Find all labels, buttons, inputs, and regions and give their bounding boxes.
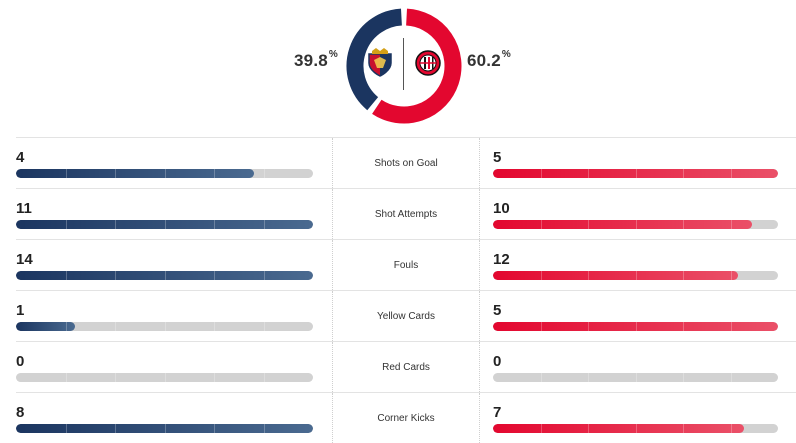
away-stat-fill <box>493 271 739 280</box>
home-stat-bar <box>16 322 313 331</box>
home-stat-value: 0 <box>16 353 25 370</box>
home-stat-value: 14 <box>16 251 33 268</box>
away-stat-value: 12 <box>493 251 510 268</box>
stat-label: Shot Attempts <box>332 189 480 239</box>
away-stat-fill <box>493 424 744 433</box>
away-stat-fill <box>493 169 778 178</box>
home-stat-fill <box>16 322 76 331</box>
away-stat-fill <box>493 322 778 331</box>
home-stat-value: 1 <box>16 302 25 319</box>
home-stat-bar <box>16 271 313 280</box>
home-stat-value: 8 <box>16 404 25 421</box>
away-stat-value: 5 <box>493 149 502 166</box>
stat-label: Fouls <box>332 240 480 290</box>
home-possession-arc <box>346 8 403 111</box>
away-stat-value: 0 <box>493 353 502 370</box>
away-stat-bar <box>493 169 778 178</box>
away-stat-bar <box>493 322 778 331</box>
home-stat-value: 11 <box>16 200 32 217</box>
stat-row: 4 Shots on Goal 5 <box>16 137 796 188</box>
home-stat-bar <box>16 424 313 433</box>
away-possession-value: 60.2% <box>467 49 511 70</box>
stat-row: 0 Red Cards 0 <box>16 341 796 392</box>
away-stat-value: 7 <box>493 404 502 421</box>
home-stat-bar <box>16 220 313 229</box>
stat-row: 14 Fouls 12 <box>16 239 796 290</box>
home-stat-fill <box>16 169 254 178</box>
stat-row: 8 Corner Kicks 7 <box>16 392 796 443</box>
match-stats-table: 4 Shots on Goal 5 11 Shot Attempts 10 14… <box>16 137 796 443</box>
away-stat-bar <box>493 373 778 382</box>
stat-row: 11 Shot Attempts 10 <box>16 188 796 239</box>
away-possession-arc <box>372 8 462 124</box>
possession-donut <box>346 8 462 124</box>
away-stat-bar <box>493 220 778 229</box>
stat-label: Shots on Goal <box>332 138 480 188</box>
away-stat-value: 10 <box>493 200 510 217</box>
crest-divider <box>403 38 404 90</box>
home-stat-fill <box>16 220 313 229</box>
home-stat-bar <box>16 373 313 382</box>
home-stat-fill <box>16 271 313 280</box>
ac-milan-crest-icon <box>415 50 441 76</box>
stat-label: Red Cards <box>332 342 480 392</box>
stat-label: Yellow Cards <box>332 291 480 341</box>
genoa-crest-icon <box>368 48 392 77</box>
possession-widget: 39.8% 60.2% <box>0 0 796 125</box>
stat-row: 1 Yellow Cards 5 <box>16 290 796 341</box>
away-stat-bar <box>493 424 778 433</box>
home-stat-fill <box>16 424 313 433</box>
stat-label: Corner Kicks <box>332 393 480 443</box>
home-stat-value: 4 <box>16 149 25 166</box>
away-stat-bar <box>493 271 778 280</box>
away-stat-fill <box>493 220 753 229</box>
home-possession-value: 39.8% <box>294 49 338 70</box>
home-stat-bar <box>16 169 313 178</box>
away-stat-value: 5 <box>493 302 502 319</box>
